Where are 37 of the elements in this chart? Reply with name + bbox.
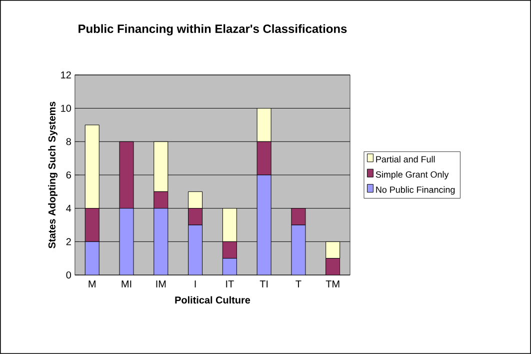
y-tick-label: 10 bbox=[61, 104, 72, 112]
bar bbox=[84, 241, 100, 276]
legend-label: Partial and Full bbox=[376, 156, 435, 162]
x-axis-title: Political Culture bbox=[175, 296, 250, 304]
chart-title: Public Financing within Elazar's Classifications bbox=[78, 24, 347, 36]
bar bbox=[119, 208, 134, 276]
bar bbox=[326, 258, 340, 276]
x-tick-label: IT bbox=[226, 280, 234, 288]
bar bbox=[154, 191, 168, 209]
y-axis-title: States Adopting Such Systems bbox=[48, 102, 58, 248]
bar bbox=[256, 174, 272, 276]
y-tick-label: 4 bbox=[66, 204, 72, 212]
x-tick-label: T bbox=[296, 280, 302, 288]
x-tick-label: M bbox=[88, 280, 96, 288]
bar bbox=[291, 224, 306, 276]
bar bbox=[222, 241, 237, 259]
x-tick-label: TI bbox=[260, 280, 268, 288]
bar bbox=[119, 141, 134, 209]
bar bbox=[256, 141, 272, 176]
bar bbox=[188, 191, 203, 209]
x-tick-label: TM bbox=[326, 280, 340, 288]
bar bbox=[154, 208, 168, 276]
legend-label: Simple Grant Only bbox=[376, 171, 449, 180]
x-tick-label: MI bbox=[122, 280, 132, 288]
y-tick-label: 8 bbox=[66, 138, 71, 146]
bar bbox=[188, 224, 203, 276]
y-tick-label: 0 bbox=[66, 272, 72, 279]
bar bbox=[222, 208, 237, 242]
legend-label: No Public Financing bbox=[376, 186, 455, 195]
y-tick-label: 6 bbox=[66, 171, 71, 179]
bar bbox=[222, 258, 237, 276]
x-tick-label: IM bbox=[156, 280, 166, 288]
y-tick-label: 2 bbox=[66, 238, 71, 246]
bar bbox=[84, 208, 100, 242]
bar bbox=[188, 208, 203, 226]
x-tick-label: I bbox=[194, 280, 196, 288]
y-tick-label: 12 bbox=[61, 71, 71, 78]
